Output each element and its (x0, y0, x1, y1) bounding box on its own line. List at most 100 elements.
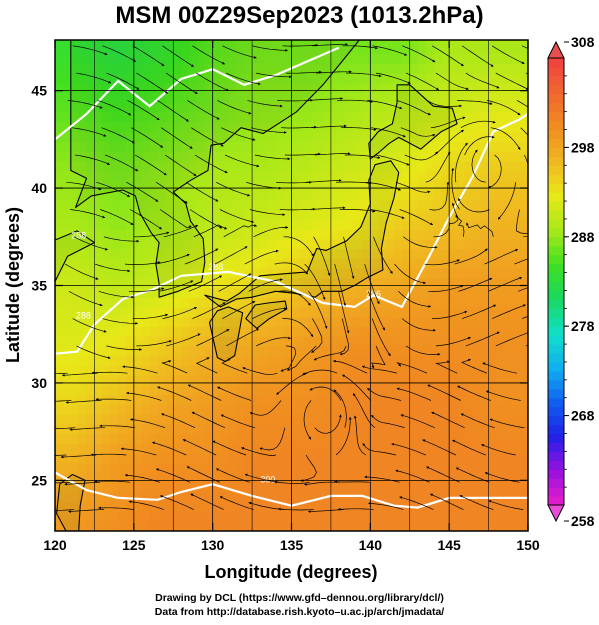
heatmap-cell (315, 375, 324, 386)
heatmap-cell (102, 297, 111, 308)
heatmap-cell (386, 40, 395, 45)
heatmap-cell (307, 423, 316, 435)
heatmap-cell (283, 433, 293, 444)
heatmap-cell (196, 433, 206, 444)
heatmap-cell (386, 404, 395, 415)
colorbar-band (548, 245, 564, 256)
streamline (309, 386, 342, 401)
heatmap-cell (275, 151, 285, 162)
heatmap-cell (283, 423, 293, 435)
streamline (372, 45, 408, 56)
heatmap-cell (417, 365, 427, 376)
heatmap-cell (283, 297, 293, 308)
heatmap-cell (370, 199, 379, 211)
heatmap-cell (417, 131, 427, 142)
heatmap-cell (370, 345, 379, 357)
streamline (370, 127, 406, 138)
heatmap-cell (165, 306, 174, 318)
heatmap-cell (425, 316, 434, 328)
heatmap-cell (181, 229, 190, 240)
heatmap-cell (464, 306, 474, 318)
heatmap-cell (433, 219, 442, 230)
heatmap-cell (173, 453, 182, 464)
heatmap-cell (141, 229, 151, 240)
heatmap-cell (62, 160, 72, 172)
heatmap-cell (512, 63, 521, 74)
heatmap-cell (512, 287, 521, 298)
heatmap-cell (189, 404, 198, 415)
streamline (254, 154, 291, 161)
heatmap-cell (125, 199, 135, 211)
heatmap-cell (346, 521, 356, 531)
heatmap-cell (307, 229, 316, 240)
heatmap-cell (425, 355, 434, 366)
heatmap-cell (141, 121, 151, 133)
heatmap-cell (141, 326, 151, 337)
heatmap-cell (338, 297, 348, 308)
heatmap-cell (488, 141, 498, 152)
streamline (128, 287, 165, 292)
heatmap-cell (228, 43, 237, 55)
heatmap-cell (496, 151, 505, 162)
heatmap-cell (346, 287, 356, 298)
heatmap-cell (212, 82, 222, 94)
heatmap-cell (393, 375, 403, 386)
heatmap-cell (370, 229, 379, 240)
heatmap-cell (204, 521, 214, 531)
heatmap-cell (212, 229, 222, 240)
heatmap-cell (409, 345, 419, 357)
heatmap-cell (330, 209, 340, 220)
heatmap-cell (417, 384, 427, 396)
heatmap-cell (315, 365, 324, 376)
streamline (426, 466, 460, 483)
heatmap-cell (512, 199, 521, 211)
heatmap-cell (86, 190, 96, 201)
heatmap-cell (362, 258, 371, 269)
heatmap-cell (496, 511, 505, 522)
streamline (71, 127, 107, 137)
heatmap-cell (275, 102, 285, 113)
heatmap-cell (244, 73, 253, 84)
heatmap-cell (409, 40, 419, 45)
heatmap-cell (291, 355, 300, 366)
heatmap-cell (55, 423, 64, 435)
heatmap-cell (118, 375, 127, 386)
heatmap-cell (165, 209, 174, 220)
streamline (432, 310, 468, 319)
heatmap-cell (149, 384, 159, 396)
heatmap-cell (165, 482, 174, 493)
heatmap-cell (488, 472, 498, 483)
heatmap-cell (488, 238, 498, 250)
heatmap-cell (480, 365, 490, 376)
heatmap-cell (457, 287, 466, 298)
streamline (55, 509, 74, 511)
heatmap-cell (425, 297, 434, 308)
heatmap-cell (189, 229, 198, 240)
heatmap-cell (370, 521, 379, 531)
heatmap-cell (488, 423, 498, 435)
heatmap-cell (259, 53, 269, 64)
heatmap-cell (393, 63, 403, 74)
heatmap-cell (244, 365, 253, 376)
heatmap-cell (330, 199, 340, 211)
heatmap-cell (228, 306, 237, 318)
heatmap-cell (78, 82, 88, 94)
heatmap-cell (236, 82, 245, 94)
heatmap-cell (173, 92, 182, 103)
heatmap-cell (315, 521, 324, 531)
heatmap-cell (291, 199, 300, 211)
heatmap-cell (330, 277, 340, 289)
heatmap-cell (70, 73, 80, 84)
heatmap-cell (78, 121, 88, 133)
heatmap-cell (204, 404, 214, 415)
heatmap-cell (307, 394, 316, 405)
heatmap-cell (370, 112, 379, 123)
heatmap-cell (433, 482, 442, 493)
heatmap-cell (252, 277, 261, 289)
heatmap-cell (472, 248, 482, 259)
heatmap-cell (330, 287, 340, 298)
heatmap-cell (275, 492, 285, 503)
heatmap-cell (173, 287, 182, 298)
heatmap-cell (512, 180, 521, 191)
heatmap-cell (386, 151, 395, 162)
